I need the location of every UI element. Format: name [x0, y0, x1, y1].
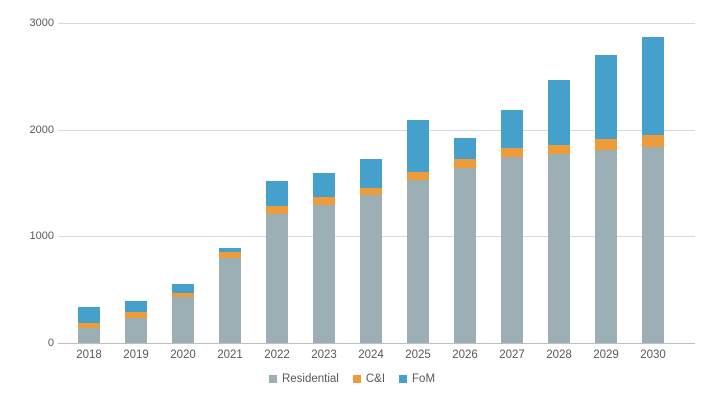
bar-2021 [219, 248, 241, 343]
bar-2029 [595, 55, 617, 343]
bar-segment-c-i-2018 [78, 322, 100, 328]
x-tick-label-2023: 2023 [311, 349, 337, 361]
x-tick-label-2028: 2028 [546, 349, 572, 361]
bar-segment-residential-2029 [595, 149, 617, 343]
legend-label: FoM [412, 373, 436, 385]
bar-segment-c-i-2021 [219, 252, 241, 258]
bar-segment-fom-2029 [595, 55, 617, 139]
bar-segment-c-i-2029 [595, 138, 617, 150]
y-tick-label-1000: 1000 [29, 230, 54, 243]
bar-segment-residential-2021 [219, 257, 241, 343]
x-tick-label-2024: 2024 [358, 349, 384, 361]
x-tick-label-2029: 2029 [593, 349, 619, 361]
legend-item-fom: FoM [399, 373, 435, 385]
y-tick-label-2000: 2000 [29, 123, 54, 136]
bar-segment-fom-2030 [642, 37, 664, 136]
bar-2025 [407, 120, 429, 343]
bar-segment-c-i-2025 [407, 172, 429, 181]
x-tick-label-2018: 2018 [76, 349, 102, 361]
bar-2019 [125, 301, 147, 343]
x-tick-label-2027: 2027 [499, 349, 525, 361]
bar-segment-residential-2022 [266, 214, 288, 343]
legend-swatch-icon [399, 375, 408, 383]
bar-segment-c-i-2028 [548, 144, 570, 155]
y-tick-label-0: 0 [47, 337, 54, 349]
legend-label: Residential [281, 373, 339, 385]
x-tick-label-2022: 2022 [264, 349, 290, 361]
bar-segment-c-i-2030 [642, 135, 664, 147]
x-tick-label-2026: 2026 [452, 349, 478, 361]
legend: Residential C&I FoM [0, 373, 704, 385]
legend-label: C&I [365, 373, 386, 385]
legend-item-c-i: C&I [352, 373, 386, 385]
bar-segment-residential-2019 [125, 318, 147, 343]
bar-2026 [454, 138, 476, 343]
bar-segment-residential-2025 [407, 180, 429, 343]
bar-segment-fom-2019 [125, 301, 147, 313]
bar-segment-fom-2028 [548, 79, 570, 145]
bar-segment-fom-2023 [313, 172, 335, 197]
bar-segment-fom-2021 [219, 248, 241, 253]
bar-segment-fom-2026 [454, 138, 476, 160]
bar-segment-c-i-2023 [313, 196, 335, 205]
bar-segment-fom-2022 [266, 180, 288, 206]
bar-segment-residential-2026 [454, 167, 476, 343]
bar-2022 [266, 180, 288, 343]
plot-area [58, 23, 695, 344]
y-tick-label-3000: 3000 [29, 17, 54, 29]
x-tick-label-2030: 2030 [640, 349, 666, 361]
bar-segment-residential-2018 [78, 327, 100, 343]
bar-2020 [172, 284, 194, 343]
bar-2018 [78, 307, 100, 343]
bar-segment-c-i-2026 [454, 159, 476, 168]
legend-swatch-icon [268, 375, 277, 383]
bar-segment-c-i-2027 [501, 147, 523, 158]
bar-segment-c-i-2020 [172, 292, 194, 298]
gridline-3000 [58, 23, 695, 24]
bar-segment-c-i-2022 [266, 205, 288, 215]
legend-item-residential: Residential [268, 373, 339, 385]
x-tick-label-2019: 2019 [123, 349, 149, 361]
bar-segment-fom-2020 [172, 284, 194, 293]
bar-segment-c-i-2024 [360, 187, 382, 196]
bar-segment-residential-2020 [172, 297, 194, 343]
bar-2023 [313, 172, 335, 343]
bar-segment-residential-2028 [548, 154, 570, 343]
bar-2030 [642, 37, 664, 343]
bar-segment-residential-2023 [313, 204, 335, 343]
gridline-2000 [58, 129, 695, 131]
bar-segment-residential-2030 [642, 146, 664, 343]
bar-2027 [501, 110, 523, 343]
x-tick-label-2021: 2021 [217, 349, 243, 361]
bar-segment-fom-2025 [407, 120, 429, 173]
bar-segment-residential-2027 [501, 157, 523, 343]
bar-segment-fom-2024 [360, 158, 382, 188]
bar-segment-c-i-2019 [125, 312, 147, 319]
bar-segment-fom-2018 [78, 307, 100, 323]
x-tick-label-2025: 2025 [405, 349, 431, 361]
bar-2024 [360, 158, 382, 343]
x-tick-label-2020: 2020 [170, 349, 196, 361]
bar-2028 [548, 79, 570, 343]
legend-swatch-icon [352, 375, 361, 383]
bar-segment-residential-2024 [360, 195, 382, 343]
bar-segment-fom-2027 [501, 110, 523, 148]
